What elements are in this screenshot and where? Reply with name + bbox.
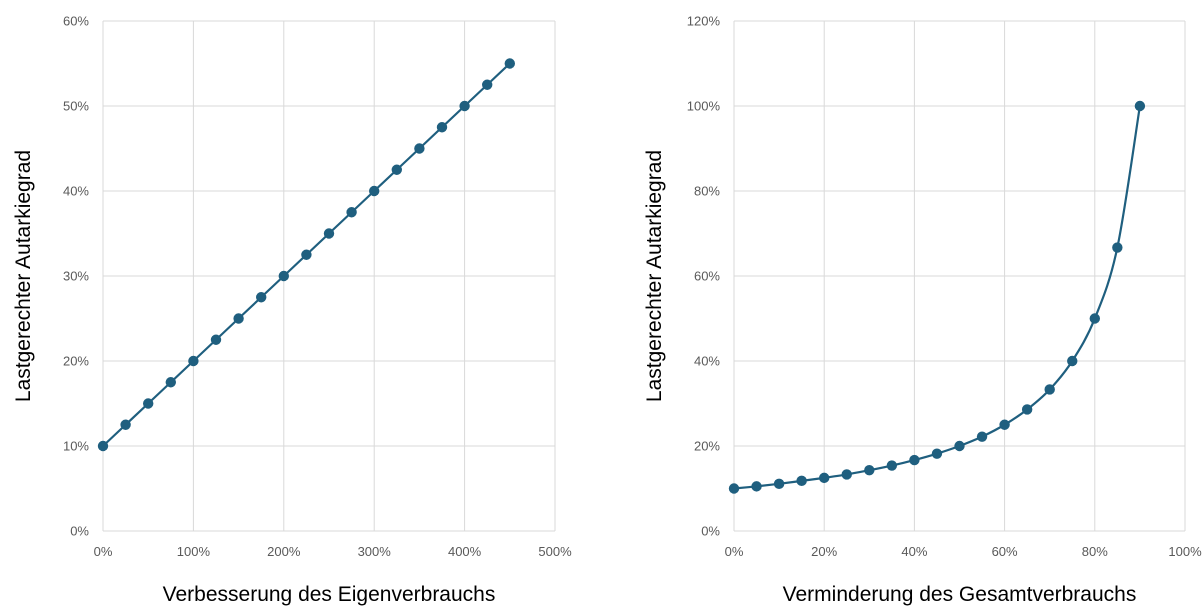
right-chart-data-point [751,481,762,492]
right-chart-data-point [1021,404,1033,415]
right-chart-x-tick-label: 20% [811,544,837,559]
right-chart-series-line [733,105,1141,490]
left-chart-x-tick-label: 500% [538,544,572,559]
right-chart-x-tick-label: 100% [1168,544,1202,559]
right-chart-y-tick-label: 60% [694,269,720,284]
left-chart-y-tick-label: 50% [63,99,89,114]
right-chart-y-tick-label: 20% [694,439,720,454]
left-chart-x-tick-label: 400% [448,544,482,559]
right-chart-data-point [773,478,785,490]
left-chart-x-tick-label: 100% [177,544,211,559]
right-chart-data-point [1044,384,1055,395]
right-chart-y-tick-label: 40% [694,354,720,369]
right-chart-y-tick-label: 120% [687,14,721,29]
left-chart-x-tick-label: 200% [267,544,301,559]
left-chart-data-point [504,58,515,69]
left-chart-data-point [459,100,470,112]
right-chart-gridlines [733,20,1186,532]
left-chart-data-point [323,228,335,239]
right-chart-data-point [931,448,943,459]
left-chart-y-tick-label: 60% [63,14,89,29]
left-chart-tick-labels: 0% 10% 20% 30% 40% 50% 60% 0% 100% 200% 300% 400% 50… [63,14,572,560]
left-chart-data-point [120,419,131,430]
right-chart-data-point [1112,242,1123,253]
left-chart-gridlines [102,20,556,532]
right-chart-y-tick-label: 100% [687,99,721,114]
right-chart-x-tick-label: 80% [1082,544,1108,559]
right-chart-data-point [909,454,920,466]
right-chart-y-tick-label: 80% [694,184,720,199]
right-chart-x-tick-label: 0% [725,544,744,559]
right-chart: 0% 20% 40% 60% 80% 100% 120% 0% 20% 40% 60% 80% 100%… [643,14,1202,606]
left-chart-y-tick-label: 40% [63,184,89,199]
left-chart-data-point [436,122,448,133]
right-chart-data-point [796,475,807,487]
right-chart-data-point [1089,313,1101,324]
left-chart-markers [97,58,515,452]
left-chart-y-tick-label: 30% [63,269,89,284]
left-chart-y-tick-label: 20% [63,354,89,369]
left-chart-data-point [143,398,154,409]
right-chart-data-point [819,472,830,484]
left-chart-data-point [414,143,425,154]
right-chart-data-point [976,431,988,442]
left-chart-y-axis-title: Lastgerechter Autarkiegrad [12,150,35,402]
left-chart-x-tick-label: 0% [94,544,113,559]
right-chart-data-point [954,440,965,452]
right-chart-data-point [1134,100,1146,112]
right-chart-y-axis-title: Lastgerechter Autarkiegrad [643,150,666,402]
right-chart-markers [728,100,1146,494]
left-chart-data-point [482,79,493,90]
left-chart: 0% 10% 20% 30% 40% 50% 60% 0% 100% 200% 300% 400% 50… [12,14,572,606]
left-chart-data-point [369,185,380,197]
right-chart-data-point [728,483,740,494]
left-chart-x-tick-label: 300% [358,544,392,559]
left-chart-data-point [256,292,267,303]
right-chart-data-point [864,465,875,476]
left-chart-data-point [301,249,312,260]
right-chart-y-tick-label: 0% [701,524,720,539]
left-chart-y-tick-label: 0% [70,524,89,539]
right-chart-data-point [1067,355,1078,367]
right-chart-tick-labels: 0% 20% 40% 60% 80% 100% 120% 0% 20% 40% 60% 80% 100% [687,14,1202,560]
left-chart-y-tick-label: 10% [63,439,89,454]
right-chart-data-point [886,460,898,471]
right-chart-x-tick-label: 60% [992,544,1018,559]
right-chart-data-point [841,469,852,480]
left-chart-data-point [278,270,289,282]
left-chart-data-point [233,313,244,324]
left-chart-x-axis-title: Verbesserung des Eigenverbrauchs [163,583,496,606]
left-chart-data-point [165,377,176,388]
left-chart-data-point [391,164,402,175]
left-chart-data-point [346,207,357,218]
right-chart-x-tick-label: 40% [901,544,927,559]
right-chart-x-axis-title: Verminderung des Gesamtverbrauchs [783,583,1137,606]
right-chart-data-point [999,419,1010,430]
left-chart-data-point [188,355,199,367]
left-chart-data-point [97,440,109,452]
left-chart-data-point [210,334,222,345]
